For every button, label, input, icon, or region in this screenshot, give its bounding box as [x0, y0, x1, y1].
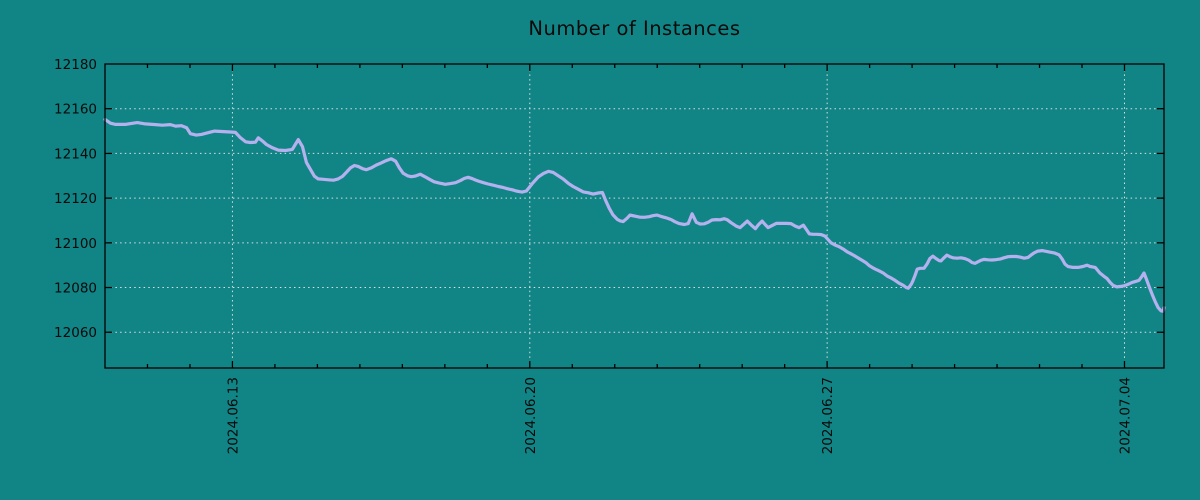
plot-frame: [104, 63, 1165, 369]
y-tick-label: 12120: [54, 191, 97, 207]
x-axis-labels: 2024.06.13 2024.06.20 2024.06.27 2024.07.04: [225, 377, 1133, 454]
y-tick-label: 12160: [54, 102, 97, 118]
y-tick-label: 12100: [54, 236, 97, 252]
x-tick-label: 2024.07.04: [1117, 377, 1133, 454]
axis-ticks: [105, 64, 1164, 368]
y-tick-label: 12060: [54, 325, 97, 341]
x-tick-label: 2024.06.27: [820, 377, 836, 454]
y-tick-label: 12140: [54, 146, 97, 162]
x-tick-label: 2024.06.20: [523, 377, 539, 454]
chart-title: Number of Instances: [528, 17, 741, 40]
y-axis-labels: 12060 12080 12100 12120 12140 12160 12180: [54, 57, 97, 341]
x-tick-label: 2024.06.13: [225, 377, 241, 454]
gridlines: [106, 65, 1163, 367]
y-tick-label: 12180: [54, 57, 97, 73]
y-tick-label: 12080: [54, 281, 97, 297]
series-instances-line: [103, 117, 1166, 313]
